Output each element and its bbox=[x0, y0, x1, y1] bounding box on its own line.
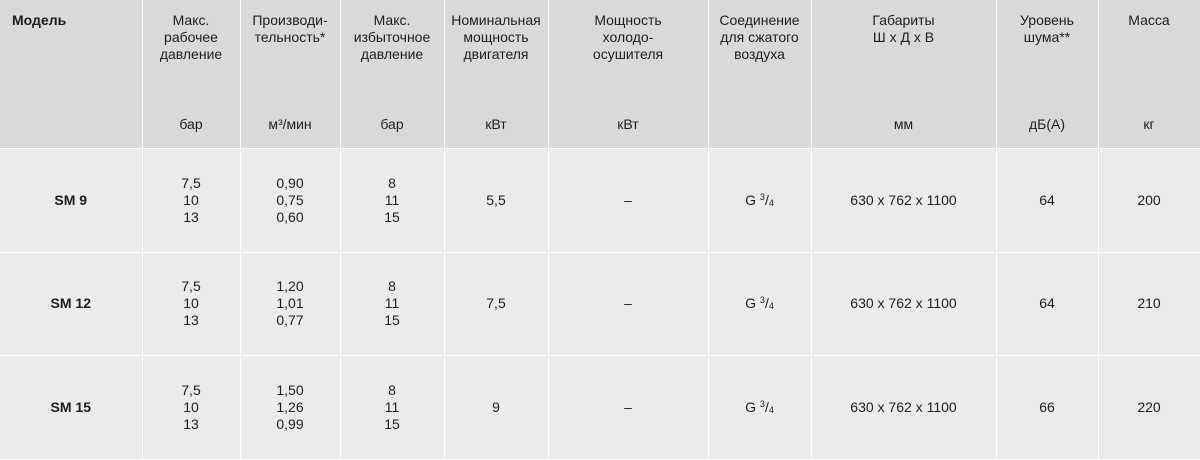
cell-model: SM 9 bbox=[0, 148, 143, 253]
overpressure-values: 8 11 15 bbox=[384, 382, 400, 433]
pressure-values: 7,5 10 13 bbox=[181, 174, 201, 225]
header-title: Мощность холодо- осушителя bbox=[592, 12, 664, 62]
cell-dryer-power: – bbox=[548, 355, 709, 460]
connection-denominator: 4 bbox=[768, 405, 774, 416]
header-title: Соединение для сжатого воздуха bbox=[719, 12, 800, 62]
table-row: SM 15 7,5 10 13 1,50 1,26 0,99 8 11 15 9… bbox=[0, 355, 1200, 460]
cell-overpressure: 8 11 15 bbox=[340, 148, 445, 253]
header-row: Модель Макс. рабочее давление бар Произво… bbox=[0, 0, 1200, 149]
connection-prefix: G bbox=[745, 295, 760, 312]
cell-noise: 64 bbox=[996, 148, 1099, 253]
cell-dimensions: 630 x 762 x 1100 bbox=[811, 252, 997, 357]
table-row: SM 12 7,5 10 13 1,20 1,01 0,77 8 11 15 7… bbox=[0, 252, 1200, 357]
header-capacity: Производи- тельность* м³/мин bbox=[240, 0, 341, 149]
cell-connection: G 3/4 bbox=[708, 148, 812, 253]
cell-capacity: 0,90 0,75 0,60 bbox=[240, 148, 341, 253]
header-unit: кВт bbox=[617, 116, 639, 132]
overpressure-values: 8 11 15 bbox=[384, 278, 400, 329]
header-unit: м³/мин bbox=[268, 116, 312, 132]
cell-dimensions: 630 x 762 x 1100 bbox=[811, 355, 997, 460]
header-model: Модель bbox=[0, 0, 143, 149]
header-air-connection: Соединение для сжатого воздуха bbox=[708, 0, 812, 149]
connection-denominator: 4 bbox=[768, 197, 774, 208]
header-title: Производи- тельность* bbox=[252, 12, 328, 45]
cell-capacity: 1,50 1,26 0,99 bbox=[240, 355, 341, 460]
cell-connection: G 3/4 bbox=[708, 252, 812, 357]
cell-dryer-power: – bbox=[548, 148, 709, 253]
header-noise-level: Уровень шума** дБ(А) bbox=[996, 0, 1099, 149]
connection-numerator: 3 bbox=[759, 399, 765, 410]
header-mass: Масса кг bbox=[1098, 0, 1200, 149]
cell-mass: 200 bbox=[1098, 148, 1200, 253]
cell-connection: G 3/4 bbox=[708, 355, 812, 460]
cell-pressure: 7,5 10 13 bbox=[142, 355, 241, 460]
connection-numerator: 3 bbox=[759, 191, 765, 202]
header-dimensions: Габариты Ш х Д х В мм bbox=[811, 0, 997, 149]
header-max-overpressure: Макс. избыточное давление бар bbox=[340, 0, 445, 149]
pressure-values: 7,5 10 13 bbox=[181, 278, 201, 329]
cell-model: SM 15 bbox=[0, 355, 143, 460]
header-model-title: Модель bbox=[12, 12, 67, 28]
header-unit: бар bbox=[179, 116, 203, 132]
cell-motor-power: 9 bbox=[444, 355, 549, 460]
cell-motor-power: 7,5 bbox=[444, 252, 549, 357]
header-title: Уровень шума** bbox=[1020, 12, 1074, 45]
connection-numerator: 3 bbox=[759, 295, 765, 306]
cell-pressure: 7,5 10 13 bbox=[142, 148, 241, 253]
connection-prefix: G bbox=[745, 399, 760, 416]
connection-prefix: G bbox=[745, 191, 760, 208]
header-unit: мм bbox=[893, 116, 914, 132]
header-title: Макс. избыточное давление bbox=[353, 12, 431, 62]
cell-dryer-power: – bbox=[548, 252, 709, 357]
cell-overpressure: 8 11 15 bbox=[340, 252, 445, 357]
header-title: Макс. рабочее давление bbox=[159, 12, 223, 62]
cell-noise: 64 bbox=[996, 252, 1099, 357]
cell-noise: 66 bbox=[996, 355, 1099, 460]
cell-mass: 210 bbox=[1098, 252, 1200, 357]
cell-pressure: 7,5 10 13 bbox=[142, 252, 241, 357]
cell-motor-power: 5,5 bbox=[444, 148, 549, 253]
cell-mass: 220 bbox=[1098, 355, 1200, 460]
pressure-values: 7,5 10 13 bbox=[181, 382, 201, 433]
header-title: Масса bbox=[1128, 12, 1170, 28]
capacity-values: 1,50 1,26 0,99 bbox=[276, 382, 304, 433]
header-dryer-power: Мощность холодо- осушителя кВт bbox=[548, 0, 709, 149]
connection-denominator: 4 bbox=[768, 301, 774, 312]
header-unit: бар bbox=[380, 116, 404, 132]
header-title: Габариты Ш х Д х В bbox=[872, 12, 935, 45]
header-unit: дБ(А) bbox=[1028, 116, 1066, 132]
header-motor-power: Номинальная мощность двигателя кВт bbox=[444, 0, 549, 149]
header-unit: кВт bbox=[485, 116, 507, 132]
cell-model: SM 12 bbox=[0, 252, 143, 357]
cell-overpressure: 8 11 15 bbox=[340, 355, 445, 460]
header-max-working-pressure: Макс. рабочее давление бар bbox=[142, 0, 241, 149]
capacity-values: 1,20 1,01 0,77 bbox=[276, 278, 304, 329]
capacity-values: 0,90 0,75 0,60 bbox=[276, 174, 304, 225]
header-unit: кг bbox=[1143, 116, 1155, 132]
cell-capacity: 1,20 1,01 0,77 bbox=[240, 252, 341, 357]
table-row: SM 9 7,5 10 13 0,90 0,75 0,60 8 11 15 5,… bbox=[0, 148, 1200, 253]
header-title: Номинальная мощность двигателя bbox=[451, 12, 541, 62]
overpressure-values: 8 11 15 bbox=[384, 174, 400, 225]
cell-dimensions: 630 x 762 x 1100 bbox=[811, 148, 997, 253]
